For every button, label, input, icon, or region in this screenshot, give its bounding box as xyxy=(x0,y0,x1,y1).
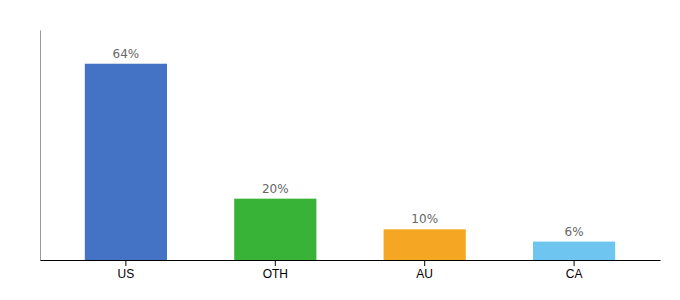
x-tick-label: OTH xyxy=(263,267,288,281)
bars xyxy=(85,64,615,260)
x-tick-label: CA xyxy=(566,267,583,281)
y-axis xyxy=(40,31,41,261)
x-tick-mark xyxy=(275,260,276,266)
data-label: 6% xyxy=(565,225,584,239)
x-tick: OTH xyxy=(263,260,288,281)
x-tick-mark xyxy=(424,260,425,266)
plot: US OTH AU CA 64% 20% 10% 6% xyxy=(41,31,661,281)
bar xyxy=(533,242,615,260)
bar xyxy=(384,229,466,260)
x-tick-label: AU xyxy=(416,267,433,281)
x-tick-mark xyxy=(125,260,126,266)
x-tick-label: US xyxy=(118,267,135,281)
bar xyxy=(85,64,167,260)
chart-svg: US OTH AU CA 64% 20% 10% 6% xyxy=(0,0,680,300)
data-label: 20% xyxy=(262,182,289,196)
data-label: 64% xyxy=(113,47,140,61)
y-axis-line xyxy=(40,31,41,261)
bar xyxy=(234,199,316,260)
chart-container: US OTH AU CA 64% 20% 10% 6% xyxy=(0,0,680,300)
x-tick-mark xyxy=(574,260,575,266)
x-axis: US OTH AU CA xyxy=(41,260,661,281)
data-labels: 64% 20% 10% 6% xyxy=(113,47,584,239)
x-tick: US xyxy=(118,260,135,281)
x-tick: CA xyxy=(566,260,583,281)
data-label: 10% xyxy=(411,212,438,226)
x-axis-line xyxy=(41,260,661,261)
x-tick: AU xyxy=(416,260,433,281)
